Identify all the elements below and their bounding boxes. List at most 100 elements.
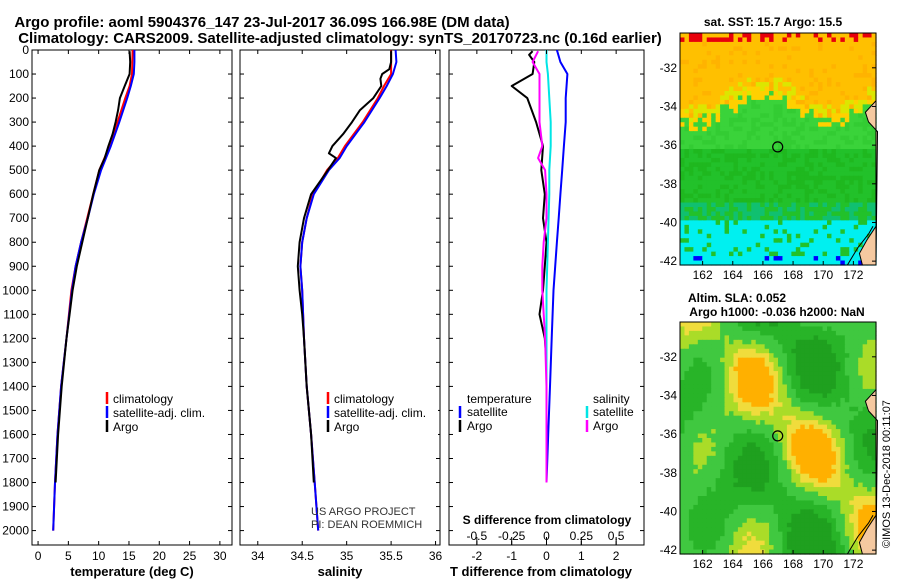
m1-map-cell [840, 55, 846, 61]
m2-map-cell [724, 429, 730, 435]
m1-map-cell [800, 33, 806, 39]
m2-map-cell [697, 460, 703, 466]
m2-map-cell [853, 420, 859, 426]
m1-map-cell [733, 50, 739, 56]
m2-map-cell [760, 375, 766, 381]
m2-map-cell [831, 500, 837, 506]
m1-map-cell [844, 260, 850, 266]
m2-map-cell [755, 500, 761, 506]
m2-map-cell [764, 504, 770, 510]
m2-map-cell [711, 446, 717, 452]
m2-map-cell [697, 330, 703, 336]
m2-map-cell [697, 388, 703, 394]
m1-map-cell [737, 215, 743, 221]
m1-map-cell [835, 229, 841, 235]
m1-map-cell [720, 193, 726, 199]
m1-map-cell [773, 33, 779, 39]
m1-map-cell [773, 144, 779, 150]
m1-map-cell [827, 242, 833, 248]
m2-map-cell [688, 344, 694, 350]
salinity-xlabel: salinity [318, 564, 364, 579]
m1-map-cell [844, 256, 850, 262]
m1-map-cell [804, 55, 810, 61]
m2-map-cell [782, 536, 788, 542]
m1-map-cell [711, 171, 717, 177]
m1-map-cell [862, 220, 868, 226]
m1-map-cell [755, 171, 761, 177]
m1-map-cell [769, 37, 775, 43]
depth-tick-label: 1800 [2, 476, 29, 490]
m2-map-cell [715, 496, 721, 502]
m1-map-cell [791, 37, 797, 43]
m2-map-cell [858, 384, 864, 390]
m1-map-cell [809, 220, 815, 226]
m2-map-cell [773, 371, 779, 377]
m1-map-cell [711, 135, 717, 141]
m2-map-cell [755, 540, 761, 546]
m1-map-cell [858, 64, 864, 70]
m1-map-cell [742, 104, 748, 110]
m2-map-cell [737, 438, 743, 444]
m2-map-cell [791, 504, 797, 510]
m1-map-cell [742, 77, 748, 83]
m1-map-cell [724, 193, 730, 199]
m2-map-cell [871, 460, 877, 466]
m1-map-cell [688, 238, 694, 244]
m2-map-cell [813, 460, 819, 466]
m1-map-cell [835, 202, 841, 208]
m1-map-cell [827, 104, 833, 110]
m1-map-cell [680, 224, 686, 230]
m1-map-cell [813, 135, 819, 141]
m1-map-cell [782, 95, 788, 101]
m2-map-cell [858, 531, 864, 537]
m2-map-cell [818, 371, 824, 377]
m2-map-cell [831, 344, 837, 350]
m2-map-cell [862, 326, 868, 332]
m2-map-cell [680, 424, 686, 430]
m2-map-cell [720, 388, 726, 394]
m1-map-cell [755, 189, 761, 195]
m1-map-cell [702, 122, 708, 128]
s-diff-tick-label: 0.5 [608, 529, 625, 543]
m1-map-cell [804, 256, 810, 262]
m1-map-cell [778, 86, 784, 92]
m2-map-cell [795, 446, 801, 452]
m1-map-cell [818, 135, 824, 141]
m2-map-cell [858, 388, 864, 394]
m2-map-cell [688, 536, 694, 542]
m2-map-cell [809, 527, 815, 533]
m2-map-cell [755, 509, 761, 515]
m1-map-cell [804, 171, 810, 177]
m1-map-cell [809, 55, 815, 61]
m2-map-cell [844, 433, 850, 439]
m2-map-cell [827, 509, 833, 515]
m2-map-cell [751, 393, 757, 399]
m1-map-cell [800, 180, 806, 186]
m2-map-cell [693, 326, 699, 332]
m2-map-cell [706, 411, 712, 417]
m1-map-cell [702, 162, 708, 168]
m1-map-cell [871, 224, 877, 230]
m2-map-cell [724, 406, 730, 412]
m2-map-cell [680, 411, 686, 417]
m2-map-cell [746, 540, 752, 546]
m2-map-cell [711, 366, 717, 372]
m2-map-cell [729, 344, 735, 350]
m2-map-cell [769, 478, 775, 484]
m1-map-cell [742, 202, 748, 208]
m2-map-cell [733, 357, 739, 363]
m2-map-cell [742, 478, 748, 484]
m1-map-cell [813, 238, 819, 244]
m1-map-cell [729, 238, 735, 244]
m1-map-cell [688, 37, 694, 43]
m1-map-cell [800, 166, 806, 172]
m1-map-cell [849, 251, 855, 257]
m2-map-cell [755, 362, 761, 368]
m1-map-cell [858, 202, 864, 208]
m1-map-cell [827, 33, 833, 39]
m1-map-cell [742, 171, 748, 177]
m2-map-cell [684, 348, 690, 354]
m2-map-cell [782, 420, 788, 426]
m2-map-cell [737, 442, 743, 448]
m1-map-cell [773, 184, 779, 190]
